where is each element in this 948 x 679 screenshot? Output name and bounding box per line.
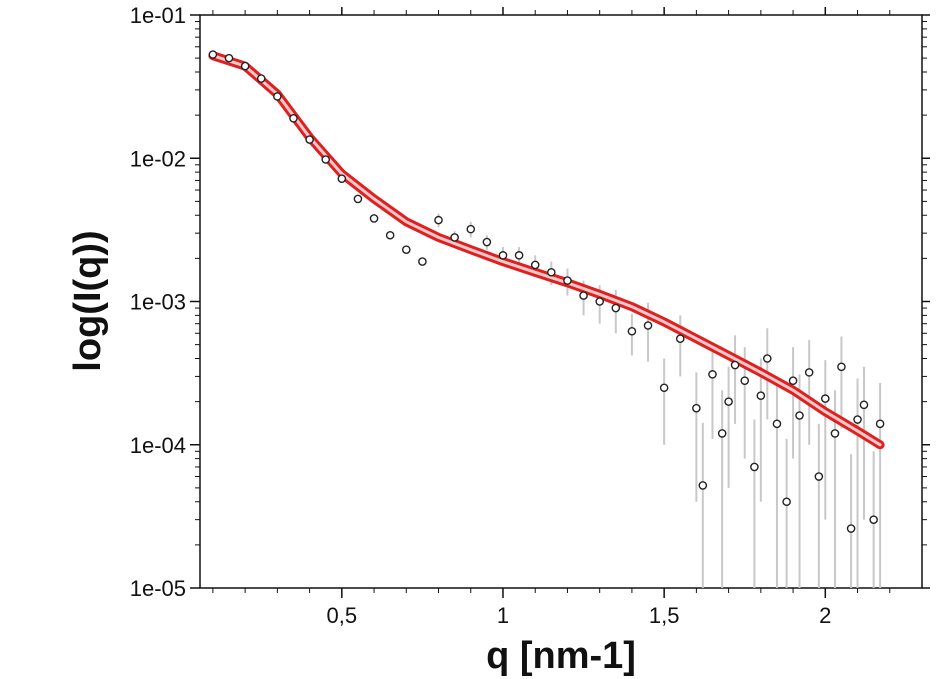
data-point [837, 362, 846, 372]
data-point [708, 370, 717, 379]
data-point [698, 481, 708, 490]
x-tick-label: 2 [819, 603, 831, 628]
y-axis-ticks: 1e-01 1e-02 1e-03 1e-04 1e-05 [130, 3, 930, 601]
x-tick-label: 1,5 [649, 603, 680, 628]
data-point [675, 334, 685, 343]
data-point [289, 114, 298, 123]
data-point [814, 472, 824, 481]
data-point [353, 194, 363, 204]
data-point [385, 230, 395, 240]
y-tick-label: 1e-03 [130, 290, 186, 315]
data-point [401, 245, 411, 254]
data-point [846, 524, 856, 533]
data-point [756, 391, 766, 400]
data-point [305, 135, 314, 144]
y-tick-label: 1e-04 [130, 433, 186, 458]
x-axis-title: q [nm-1] [486, 635, 636, 677]
plot-frame [199, 14, 923, 589]
data-point [627, 326, 637, 336]
data-point [563, 276, 572, 285]
data-point [450, 233, 459, 242]
data-point [830, 429, 840, 438]
data-point [579, 291, 588, 300]
data-point [337, 174, 347, 183]
data-point [273, 92, 282, 101]
data-point [547, 267, 556, 277]
data-point [750, 462, 759, 472]
data-point [224, 53, 234, 63]
y-tick-label: 1e-02 [130, 146, 186, 171]
data-point [853, 415, 862, 424]
data-point [256, 74, 266, 83]
data-point [530, 260, 540, 270]
data-point [795, 411, 804, 420]
y-axis-title: log(I(q)) [67, 230, 109, 371]
data-point [659, 383, 669, 393]
data-point [321, 155, 331, 164]
data-point [692, 403, 701, 413]
x-axis-ticks: 0,5 1 1,5 2 [327, 7, 831, 628]
data-point [772, 419, 782, 429]
data-point [875, 419, 885, 429]
data-point [466, 224, 476, 234]
y-tick-label: 1e-05 [130, 576, 186, 601]
data-point [418, 257, 427, 266]
data-point [869, 515, 878, 524]
data-point [804, 368, 814, 377]
data-point [859, 400, 869, 410]
data-point [730, 360, 740, 370]
data-point [740, 376, 750, 385]
data-point [482, 237, 492, 247]
y-tick-label: 1e-01 [130, 3, 186, 28]
data-point [434, 215, 443, 225]
data-point [208, 50, 218, 59]
data-point [369, 214, 379, 223]
data-point [514, 251, 524, 260]
data-point [595, 297, 604, 306]
x-tick-label: 1 [497, 603, 509, 628]
data-point [498, 251, 508, 260]
data-point [782, 497, 791, 507]
data-point [240, 61, 250, 71]
fit-curve [208, 51, 885, 450]
data-point [762, 354, 772, 363]
data-point [788, 376, 798, 385]
data-point [821, 394, 830, 403]
fit-line [208, 51, 885, 450]
x-tick-label: 0,5 [327, 603, 358, 628]
data-points [208, 50, 885, 533]
data-point [611, 303, 621, 313]
data-point [643, 321, 653, 330]
data-point [724, 397, 733, 406]
minor-ticks [195, 10, 927, 593]
data-point [717, 429, 727, 438]
error-bars [211, 53, 882, 588]
